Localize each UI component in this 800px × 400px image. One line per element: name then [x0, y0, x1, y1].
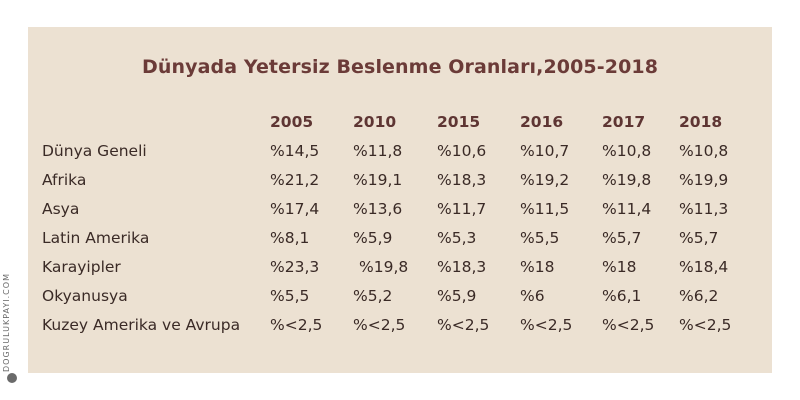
table-cell: %18,4: [679, 258, 729, 276]
table-cell: %17,4: [270, 200, 320, 218]
table-cell: %21,2: [270, 171, 320, 189]
table-cell: %6: [520, 287, 545, 305]
table-cell: %11,4: [602, 200, 652, 218]
table-cell: %10,8: [602, 142, 652, 160]
table-cell: %<2,5: [679, 316, 732, 334]
table-cell: %5,5: [270, 287, 310, 305]
column-header-2016: 2016: [520, 113, 564, 131]
table-cell: %23,3: [270, 258, 320, 276]
column-header-2005: 2005: [270, 113, 314, 131]
column-header-2010: 2010: [353, 113, 397, 131]
table-cell: %11,3: [679, 200, 729, 218]
row-label: Okyanusya: [42, 287, 128, 305]
table-cell: %13,6: [353, 200, 403, 218]
table-cell: %<2,5: [437, 316, 490, 334]
table-cell: %11,7: [437, 200, 487, 218]
table-cell: %5,9: [437, 287, 477, 305]
chart-title: Dünyada Yetersiz Beslenme Oranları,2005-…: [141, 56, 659, 78]
table-cell: %5,7: [679, 229, 719, 247]
table-cell: %5,9: [353, 229, 393, 247]
table-cell: %6,2: [679, 287, 719, 305]
table-cell: %19,8: [602, 171, 652, 189]
row-label: Kuzey Amerika ve Avrupa: [42, 316, 241, 334]
table-cell: %<2,5: [270, 316, 323, 334]
table-cell: %5,3: [437, 229, 477, 247]
column-header-2015: 2015: [437, 113, 481, 131]
table-cell: %10,7: [520, 142, 570, 160]
table-cell: %<2,5: [353, 316, 406, 334]
table-cell: %5,7: [602, 229, 642, 247]
table-cell: %11,8: [353, 142, 403, 160]
table-cell: %8,1: [270, 229, 310, 247]
table-cell: %18,3: [437, 171, 487, 189]
column-header-2017: 2017: [602, 113, 646, 131]
table-cell: %10,6: [437, 142, 487, 160]
table-cell: %11,5: [520, 200, 570, 218]
row-label: Asya: [42, 200, 80, 218]
table-cell: %6,1: [602, 287, 642, 305]
table-cell: %5,5: [520, 229, 560, 247]
table-cell: %18: [520, 258, 555, 276]
table-cell: %<2,5: [520, 316, 573, 334]
row-label: Karayipler: [42, 258, 121, 276]
row-label: Latin Amerika: [42, 229, 150, 247]
column-header-2018: 2018: [679, 113, 723, 131]
row-label: Dünya Geneli: [42, 142, 147, 160]
row-label: Afrika: [42, 171, 87, 189]
table-cell: %5,2: [353, 287, 393, 305]
table-cell: %19,2: [520, 171, 570, 189]
table-cell: %14,5: [270, 142, 320, 160]
table-cell: %18,3: [437, 258, 487, 276]
table-cell: %19,8: [359, 258, 409, 276]
table-cell: %18: [602, 258, 637, 276]
table-cell: %19,9: [679, 171, 729, 189]
source-logo-icon: [7, 373, 17, 383]
source-credit: DOGRULUKPAYI.COM: [2, 273, 11, 372]
table-cell: %19,1: [353, 171, 403, 189]
table-cell: %10,8: [679, 142, 729, 160]
table-cell: %<2,5: [602, 316, 655, 334]
table-panel: [28, 27, 772, 373]
